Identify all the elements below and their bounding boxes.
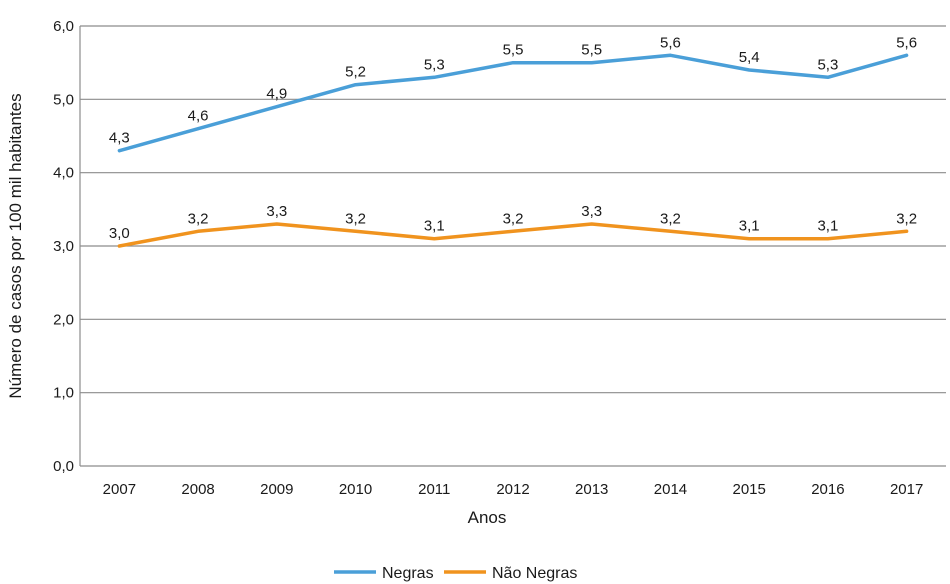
- data-label: 5,2: [345, 64, 366, 81]
- x-tick-label: 2013: [575, 481, 608, 498]
- x-tick-label: 2017: [890, 481, 923, 498]
- data-label: 3,2: [896, 210, 917, 227]
- data-label: 3,2: [345, 210, 366, 227]
- y-axis-label: Número de casos por 100 mil habitantes: [6, 93, 25, 398]
- y-tick-labels: 0,0 1,0 2,0 3,0 4,0 5,0 6,0: [53, 18, 74, 475]
- x-tick-label: 2011: [418, 481, 450, 498]
- legend-item: Negras: [334, 565, 434, 582]
- x-tick-label: 2014: [654, 481, 687, 498]
- y-tick-label: 5,0: [53, 91, 74, 108]
- x-tick-label: 2016: [811, 481, 844, 498]
- data-label: 3,2: [188, 210, 209, 227]
- y-tick-label: 3,0: [53, 238, 74, 255]
- series-lines: [117, 53, 909, 248]
- x-tick-label: 2009: [260, 481, 293, 498]
- data-label: 5,5: [581, 42, 602, 59]
- data-label: 3,2: [660, 210, 681, 227]
- legend-label: Negras: [382, 565, 434, 582]
- data-label: 4,6: [188, 108, 209, 125]
- y-tick-label: 1,0: [53, 385, 74, 402]
- data-label: 4,9: [266, 86, 287, 103]
- x-tick-label: 2007: [103, 481, 136, 498]
- data-label: 5,3: [424, 56, 445, 73]
- data-label: 5,5: [503, 42, 524, 59]
- y-tick-label: 0,0: [53, 458, 74, 475]
- x-tick-label: 2010: [339, 481, 372, 498]
- data-label: 3,2: [503, 210, 524, 227]
- y-tick-label: 2,0: [53, 311, 74, 328]
- data-label: 3,0: [109, 225, 130, 242]
- data-label: 5,3: [817, 56, 838, 73]
- y-tick-label: 6,0: [53, 18, 74, 35]
- legend-item: Não Negras: [444, 565, 577, 582]
- data-label: 3,3: [266, 203, 287, 220]
- data-label: 3,1: [739, 218, 760, 235]
- y-tick-label: 4,0: [53, 165, 74, 182]
- data-labels: 4,3 4,6 4,9 5,2 5,3 5,5 5,5 5,6 5,4 5,3 5,6 3,0 3,2 3…: [109, 34, 917, 242]
- series-line-negras: [117, 53, 909, 153]
- x-axis-label: Anos: [468, 508, 507, 527]
- legend: Negras Não Negras: [334, 565, 577, 582]
- gridlines: [80, 25, 946, 394]
- data-label: 3,3: [581, 203, 602, 220]
- data-label: 5,6: [896, 34, 917, 51]
- x-tick-label: 2015: [732, 481, 765, 498]
- x-tick-label: 2008: [181, 481, 214, 498]
- x-tick-label: 2012: [496, 481, 529, 498]
- data-label: 5,6: [660, 34, 681, 51]
- data-label: 4,3: [109, 130, 130, 147]
- data-label: 3,1: [424, 218, 445, 235]
- series-line-nao-negras: [117, 222, 909, 248]
- data-label: 5,4: [739, 49, 760, 66]
- axes: [79, 26, 946, 467]
- legend-label: Não Negras: [492, 565, 577, 582]
- data-label: 3,1: [817, 218, 838, 235]
- x-tick-labels: 2007 2008 2009 2010 2011 2012 2013 2014 2015 2016…: [103, 481, 924, 498]
